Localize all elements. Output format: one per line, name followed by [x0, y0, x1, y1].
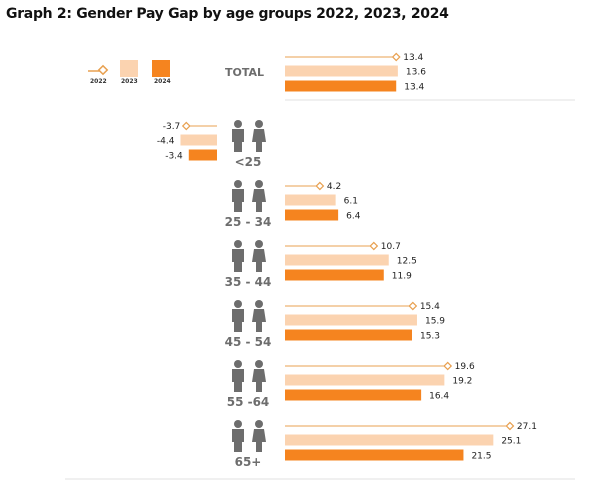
bar-2023 [285, 314, 417, 326]
person-male-icon [232, 240, 244, 272]
data-label-2023: 6.1 [344, 197, 358, 207]
data-label-2023: 13.6 [406, 68, 426, 78]
chart-title: Graph 2: Gender Pay Gap by age groups 20… [6, 6, 449, 22]
category-label: 45 - 54 [225, 335, 272, 349]
data-label-2023: 15.9 [425, 317, 445, 327]
data-label-2024: -3.4 [165, 152, 183, 162]
data-label-2024: 6.4 [346, 212, 361, 222]
bar-2024 [285, 329, 412, 341]
legend-2022-marker [97, 64, 109, 76]
series-2022-marker [505, 421, 515, 431]
category-label: 35 - 44 [225, 275, 272, 289]
data-label-2022: 15.4 [420, 302, 440, 312]
data-label-2022: 4.2 [327, 182, 341, 192]
person-female-icon [252, 300, 266, 332]
person-female-icon [252, 240, 266, 272]
data-label-2022: 10.7 [381, 242, 401, 252]
person-female-icon [252, 120, 266, 152]
data-label-2022: 13.4 [403, 53, 423, 63]
person-female-icon [252, 420, 266, 452]
person-female-icon [252, 360, 266, 392]
legend-2024-swatch [152, 60, 170, 77]
bar-2024 [285, 269, 384, 281]
series-2022-marker [391, 52, 401, 62]
person-male-icon [232, 420, 244, 452]
series-2022-marker [443, 361, 453, 371]
bar-2023 [285, 434, 494, 446]
category-label-total: TOTAL [225, 66, 264, 79]
person-male-icon [232, 300, 244, 332]
series-2022-marker [315, 181, 325, 191]
bar-2024 [285, 389, 422, 401]
data-label-2024: 15.3 [420, 332, 440, 342]
data-label-2024: 11.9 [392, 272, 412, 282]
legend-2023-swatch [120, 60, 138, 77]
data-label-2022: 19.6 [455, 362, 475, 372]
series-2022-marker [369, 241, 379, 251]
bar-2023 [285, 254, 389, 266]
person-male-icon [232, 360, 244, 392]
data-label-2023: 19.2 [452, 377, 472, 387]
bar-2023 [285, 374, 445, 386]
data-label-2023: 12.5 [397, 257, 417, 267]
data-label-2024: 16.4 [429, 392, 449, 402]
bar-2024 [285, 209, 339, 221]
person-male-icon [232, 120, 244, 152]
bar-2024 [285, 80, 397, 92]
data-label-2022: -3.7 [163, 122, 181, 132]
category-label: 25 - 34 [225, 215, 272, 229]
bar-2023 [285, 65, 398, 77]
person-female-icon [252, 180, 266, 212]
legend-2024-label: 2024 [154, 78, 171, 85]
bar-2023 [180, 134, 217, 146]
data-label-2024: 21.5 [471, 452, 491, 462]
legend-2022-label: 2022 [90, 78, 107, 85]
person-male-icon [232, 180, 244, 212]
series-2022-marker [181, 121, 191, 131]
category-label: <25 [235, 155, 262, 169]
category-label: 55 -64 [227, 395, 270, 409]
data-label-2023: 25.1 [501, 437, 521, 447]
legend-2023-label: 2023 [121, 78, 138, 85]
series-2022-marker [408, 301, 418, 311]
category-label: 65+ [235, 455, 262, 469]
bar-2024 [188, 149, 217, 161]
data-label-2022: 27.1 [517, 422, 537, 432]
data-label-2024: 13.4 [404, 83, 424, 93]
bar-2024 [285, 449, 464, 461]
bar-2023 [285, 194, 336, 206]
data-label-2023: -4.4 [157, 137, 175, 147]
